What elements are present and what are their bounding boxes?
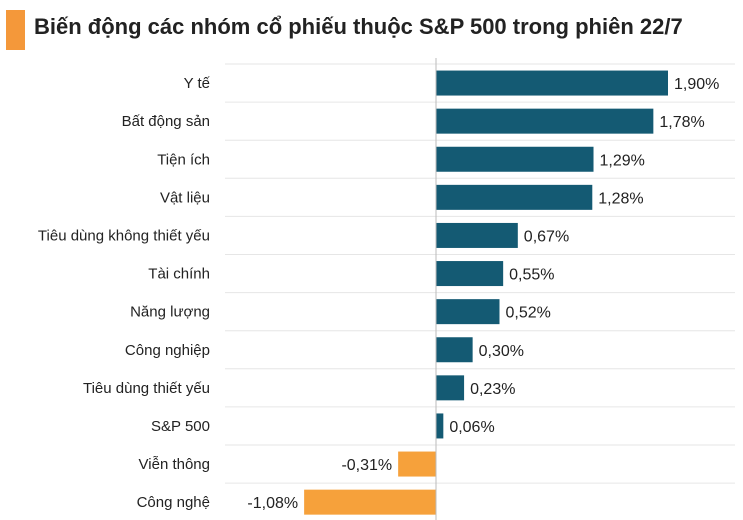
bar — [436, 146, 594, 172]
data-label: -1,08% — [247, 495, 298, 512]
bar — [436, 299, 500, 325]
bar — [436, 108, 654, 134]
data-label: -0,31% — [341, 457, 392, 474]
data-label: 0,52% — [505, 305, 550, 322]
bar — [436, 413, 444, 439]
bar — [436, 222, 518, 248]
data-label: 0,23% — [470, 381, 515, 398]
category-label: Viễn thông — [139, 456, 210, 473]
data-label: 1,78% — [659, 114, 704, 131]
category-label: Công nghệ — [137, 494, 210, 511]
category-label: Tiện ích — [157, 151, 210, 168]
category-label: Bất động sản — [122, 113, 210, 130]
bar — [436, 337, 473, 363]
title-accent-bar — [6, 10, 25, 50]
data-label: 1,29% — [600, 152, 645, 169]
bar — [436, 184, 593, 210]
category-label: Công nghiệp — [125, 342, 210, 359]
data-label: 0,06% — [449, 419, 494, 436]
bar — [304, 489, 436, 515]
category-label: Y tế — [184, 75, 211, 92]
category-label: Vật liệu — [160, 189, 210, 206]
category-label: Năng lượng — [130, 304, 210, 321]
data-label: 1,90% — [674, 76, 719, 93]
bar — [436, 375, 465, 401]
chart-title: Biến động các nhóm cổ phiếu thuộc S&P 50… — [34, 14, 683, 39]
data-label: 0,67% — [524, 228, 569, 245]
bar — [436, 70, 668, 96]
data-label: 0,30% — [479, 343, 524, 360]
category-label: S&P 500 — [151, 418, 210, 435]
data-label: 1,28% — [598, 190, 643, 207]
data-label: 0,55% — [509, 267, 554, 284]
bar — [436, 261, 504, 287]
category-label: Tiêu dùng thiết yếu — [83, 380, 210, 397]
category-label: Tiêu dùng không thiết yếu — [38, 227, 210, 244]
category-label: Tài chính — [148, 266, 210, 283]
bar — [398, 451, 436, 477]
